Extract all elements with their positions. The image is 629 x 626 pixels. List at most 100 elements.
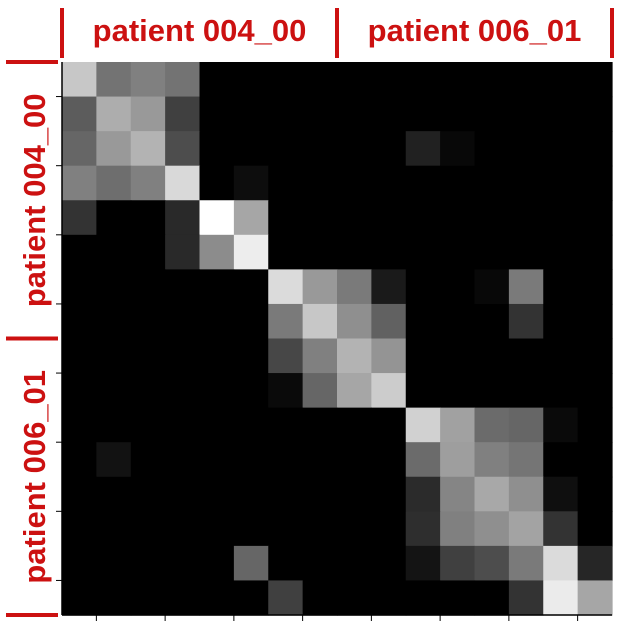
heatmap-cell-r0-c5	[233, 62, 269, 98]
heatmap-cell-r13-c1	[96, 511, 132, 547]
heatmap-cell-r3-c9	[371, 165, 407, 201]
heatmap-cell-r5-c4	[199, 234, 235, 270]
heatmap-cell-r11-c1	[96, 442, 132, 478]
heatmap-cell-r15-c8	[337, 580, 372, 616]
heatmap-cell-r11-c2	[130, 442, 166, 478]
heatmap-cell-r3-c0	[62, 165, 97, 201]
heatmap-cell-r11-c6	[268, 442, 304, 478]
heatmap-cell-r8-c15	[577, 338, 613, 374]
heatmap-cell-r15-c13	[508, 580, 544, 616]
heatmap-cell-r10-c4	[199, 407, 235, 443]
heatmap-cell-r4-c13	[508, 200, 544, 236]
heatmap-cell-r6-c11	[440, 269, 476, 305]
heatmap-cell-r13-c13	[508, 511, 544, 547]
heatmap-cell-r2-c12	[474, 131, 510, 167]
heatmap-cell-r0-c3	[165, 62, 201, 98]
heatmap-cell-r7-c10	[405, 303, 441, 340]
group-annotations: patient 004_00 patient 006_01 patient 00…	[17, 13, 581, 584]
heatmap-cell-r12-c1	[96, 476, 132, 512]
heatmap-cell-r9-c4	[199, 373, 235, 409]
heatmap-cell-r13-c14	[543, 511, 579, 547]
heatmap-cell-r4-c6	[268, 200, 304, 236]
heatmap-cell-r13-c15	[577, 511, 613, 547]
heatmap-cell-r8-c12	[474, 338, 510, 374]
heatmap-cell-r8-c0	[62, 338, 97, 374]
heatmap-cell-r13-c11	[440, 511, 476, 547]
heatmap-cell-r12-c10	[405, 476, 441, 512]
heatmap-cell-r8-c8	[337, 338, 372, 374]
heatmap-cell-r12-c14	[543, 476, 579, 512]
heatmap-cell-r3-c10	[405, 165, 441, 201]
heatmap-cell-r2-c10	[405, 131, 441, 167]
left-group-label-patient-004-00: patient 004_00	[17, 93, 52, 307]
heatmap-cell-r8-c5	[233, 338, 269, 374]
heatmap-cell-r1-c7	[302, 96, 338, 132]
heatmap-cell-r14-c0	[62, 545, 97, 582]
heatmap-cell-r2-c14	[543, 131, 579, 167]
heatmap-cell-r1-c4	[199, 96, 235, 132]
heatmap-cell-r4-c3	[165, 200, 201, 236]
top-group-label-patient-004-00: patient 004_00	[93, 13, 307, 48]
left-group-label-patient-006-01: patient 006_01	[17, 370, 52, 584]
heatmap-cell-r3-c13	[508, 165, 544, 201]
heatmap-cell-r4-c11	[440, 200, 476, 236]
heatmap-cell-r6-c10	[405, 269, 441, 305]
heatmap-cell-r5-c13	[508, 234, 544, 270]
top-group-label-patient-006-01: patient 006_01	[368, 13, 582, 48]
heatmap-cell-r10-c0	[62, 407, 97, 443]
heatmap-cell-r3-c5	[233, 165, 269, 201]
heatmap-cell-r4-c5	[233, 200, 269, 236]
heatmap-cell-r14-c2	[130, 545, 166, 582]
heatmap-cell-r10-c13	[508, 407, 544, 443]
heatmap-cell-r11-c5	[233, 442, 269, 478]
heatmap-cell-r13-c8	[337, 511, 372, 547]
heatmap-cell-r7-c12	[474, 303, 510, 340]
heatmap-cell-r7-c8	[337, 303, 372, 340]
heatmap-cell-r6-c15	[577, 269, 613, 305]
heatmap-cell-r3-c15	[577, 165, 613, 201]
heatmap-cell-r12-c5	[233, 476, 269, 512]
heatmap-cell-r9-c14	[543, 373, 579, 409]
heatmap-cell-r15-c5	[233, 580, 269, 616]
heatmap-cell-r7-c6	[268, 303, 304, 340]
heatmap-cell-r11-c10	[405, 442, 441, 478]
heatmap-cell-r15-c7	[302, 580, 338, 616]
heatmap-cell-r7-c3	[165, 303, 201, 340]
heatmap-cell-r6-c6	[268, 269, 304, 305]
heatmap-cell-r0-c8	[337, 62, 372, 98]
heatmap-cell-r12-c4	[199, 476, 235, 512]
heatmap-cell-r12-c7	[302, 476, 338, 512]
heatmap-cell-r8-c10	[405, 338, 441, 374]
heatmap-cell-r13-c12	[474, 511, 510, 547]
heatmap-cell-r5-c5	[233, 234, 269, 270]
heatmap-cell-r1-c6	[268, 96, 304, 132]
heatmap-cell-r15-c2	[130, 580, 166, 616]
heatmap-cell-r4-c0	[62, 200, 97, 236]
heatmap-cell-r12-c11	[440, 476, 476, 512]
heatmap-cell-r4-c8	[337, 200, 372, 236]
heatmap-cell-r3-c6	[268, 165, 304, 201]
heatmap-cell-r13-c4	[199, 511, 235, 547]
heatmap-cell-r9-c10	[405, 373, 441, 409]
heatmap-cell-r1-c11	[440, 96, 476, 132]
heatmap-cell-r14-c7	[302, 545, 338, 582]
heatmap-cell-r7-c0	[62, 303, 97, 340]
heatmap-cell-r7-c13	[508, 303, 544, 340]
heatmap-cell-r2-c8	[337, 131, 372, 167]
heatmap-cell-r11-c7	[302, 442, 338, 478]
heatmap-cell-r1-c0	[62, 96, 97, 132]
heatmap-cell-r3-c1	[96, 165, 132, 201]
heatmap-axes	[6, 8, 614, 621]
heatmap-cell-r3-c7	[302, 165, 338, 201]
heatmap-cell-r4-c15	[577, 200, 613, 236]
heatmap-cell-r4-c14	[543, 200, 579, 236]
heatmap-cell-r7-c15	[577, 303, 613, 340]
heatmap-cell-r9-c7	[302, 373, 338, 409]
heatmap-cell-r9-c8	[337, 373, 372, 409]
heatmap-cell-r7-c4	[199, 303, 235, 340]
heatmap-cell-r6-c8	[337, 269, 372, 305]
heatmap-cell-r2-c7	[302, 131, 338, 167]
heatmap-cell-r5-c14	[543, 234, 579, 270]
heatmap-cell-r7-c11	[440, 303, 476, 340]
heatmap-cell-r11-c12	[474, 442, 510, 478]
